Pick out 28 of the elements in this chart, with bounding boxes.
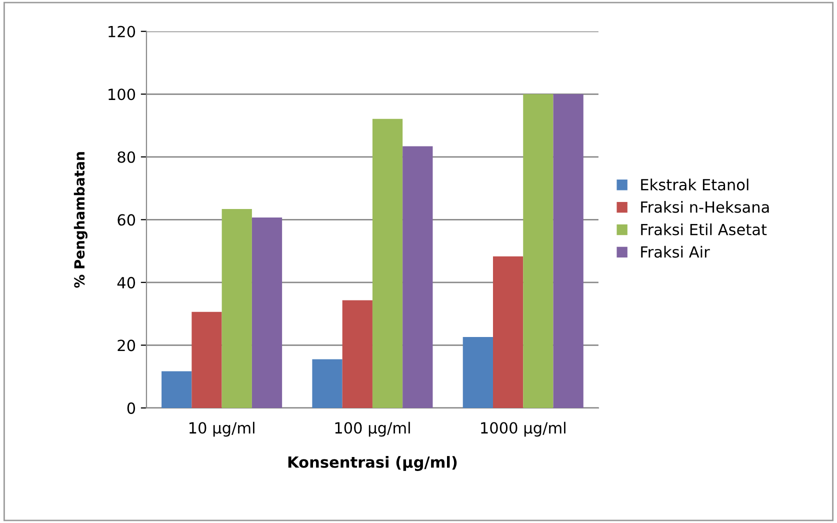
bar bbox=[192, 312, 222, 408]
bar bbox=[372, 118, 403, 408]
legend-label: Fraksi Etil Asetat bbox=[641, 223, 767, 236]
x-tick-label: 1000 µg/ml bbox=[481, 422, 566, 437]
legend-label: Ekstrak Etanol bbox=[641, 178, 748, 190]
bar bbox=[523, 94, 554, 408]
bar bbox=[252, 217, 282, 408]
y-tick-label: 120 bbox=[108, 26, 136, 38]
x-axis-title: Konsentrasi (µg/ml) bbox=[288, 456, 457, 471]
y-tick-label: 40 bbox=[117, 276, 136, 288]
bar bbox=[492, 256, 524, 408]
y-tick-label: 80 bbox=[118, 151, 136, 163]
y-tick-label: 20 bbox=[118, 340, 136, 352]
x-tick-label: 100 µg/ml bbox=[335, 422, 410, 437]
legend-label: Fraksi Air bbox=[641, 246, 710, 258]
y-tick-label: 0 bbox=[127, 402, 136, 414]
bar bbox=[462, 337, 493, 408]
y-tick-label: 60 bbox=[118, 214, 136, 226]
bar bbox=[162, 371, 192, 408]
bar bbox=[342, 300, 372, 408]
legend-label: Fraksi n-Heksana bbox=[641, 201, 769, 213]
x-tick-label: 10 µg/ml bbox=[189, 422, 254, 437]
bar bbox=[402, 146, 433, 408]
y-tick-label: 100 bbox=[108, 88, 136, 100]
bar bbox=[312, 359, 342, 408]
y-axis-title: % Penghambatan bbox=[74, 152, 88, 288]
bar bbox=[553, 94, 584, 408]
bar bbox=[222, 208, 252, 408]
